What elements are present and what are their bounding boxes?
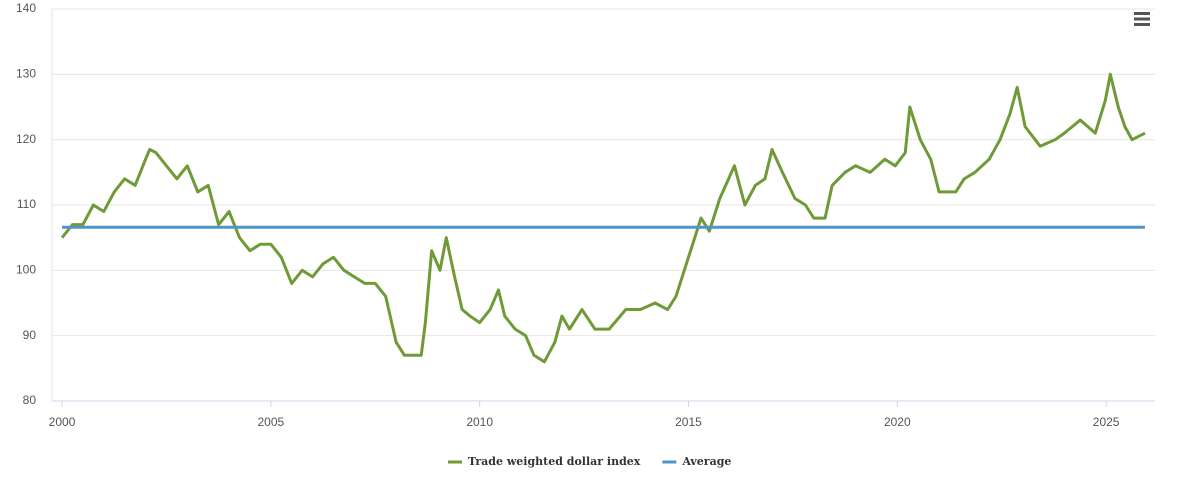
y-tick-label: 110 (17, 197, 36, 211)
y-tick-label: 140 (16, 1, 36, 15)
legend: Trade weighted dollar index Average (448, 455, 731, 468)
y-tick-label: 90 (23, 328, 37, 342)
y-tick-label: 100 (16, 263, 36, 277)
x-tick-label: 2025 (1093, 415, 1120, 429)
x-tick-label: 2020 (884, 415, 911, 429)
y-tick-label: 120 (16, 132, 36, 146)
x-tick-label: 2010 (466, 415, 493, 429)
legend-label: Average (681, 455, 731, 468)
legend-item: Trade weighted dollar index (448, 455, 641, 468)
series-line (60, 72, 1146, 364)
x-tick-label: 2005 (257, 415, 284, 429)
x-tick-label: 2015 (675, 415, 702, 429)
menu-bar (1134, 12, 1150, 15)
legend-item: Average (662, 455, 731, 468)
x-tick-label: 2000 (49, 415, 76, 429)
y-tick-label: 80 (23, 393, 37, 407)
menu-button[interactable] (1130, 10, 1154, 28)
y-tick-label: 130 (16, 67, 36, 81)
menu-bar (1134, 17, 1150, 21)
menu-bar (1134, 23, 1150, 26)
legend-label: Trade weighted dollar index (468, 455, 641, 468)
